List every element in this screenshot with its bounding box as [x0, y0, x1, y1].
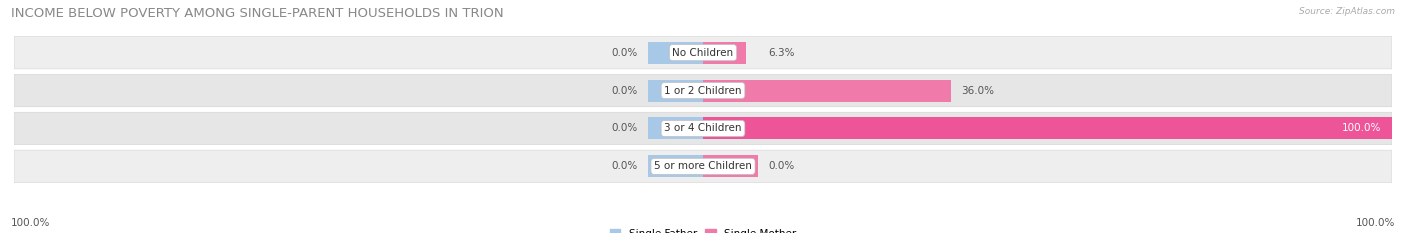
Text: 36.0%: 36.0% — [962, 86, 994, 96]
Text: 0.0%: 0.0% — [612, 123, 637, 134]
Bar — [703, 155, 758, 177]
Text: No Children: No Children — [672, 48, 734, 58]
Bar — [703, 117, 1392, 140]
Bar — [648, 79, 703, 102]
Text: 1 or 2 Children: 1 or 2 Children — [664, 86, 742, 96]
Text: 5 or more Children: 5 or more Children — [654, 161, 752, 171]
Bar — [703, 79, 950, 102]
Bar — [648, 117, 703, 140]
Text: Source: ZipAtlas.com: Source: ZipAtlas.com — [1299, 7, 1395, 16]
Bar — [648, 155, 703, 177]
Text: INCOME BELOW POVERTY AMONG SINGLE-PARENT HOUSEHOLDS IN TRION: INCOME BELOW POVERTY AMONG SINGLE-PARENT… — [11, 7, 503, 20]
Text: 3 or 4 Children: 3 or 4 Children — [664, 123, 742, 134]
Text: 6.3%: 6.3% — [769, 48, 794, 58]
Bar — [648, 42, 703, 64]
Text: 0.0%: 0.0% — [612, 161, 637, 171]
FancyBboxPatch shape — [14, 150, 1392, 183]
Legend: Single Father, Single Mother: Single Father, Single Mother — [606, 225, 800, 233]
FancyBboxPatch shape — [14, 74, 1392, 107]
Text: 100.0%: 100.0% — [1355, 218, 1395, 228]
Bar — [703, 42, 747, 64]
Text: 0.0%: 0.0% — [769, 161, 794, 171]
Text: 100.0%: 100.0% — [1343, 123, 1382, 134]
FancyBboxPatch shape — [14, 112, 1392, 145]
Text: 0.0%: 0.0% — [612, 86, 637, 96]
FancyBboxPatch shape — [14, 36, 1392, 69]
Text: 100.0%: 100.0% — [11, 218, 51, 228]
Text: 0.0%: 0.0% — [612, 48, 637, 58]
